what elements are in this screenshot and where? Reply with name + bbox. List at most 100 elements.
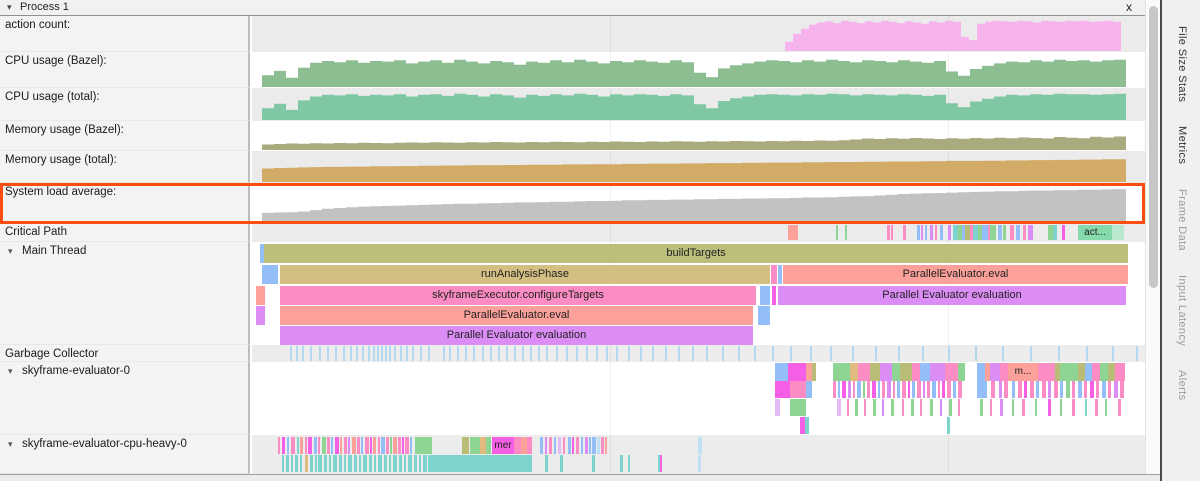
track-cpu_heavy[interactable]: mer: [252, 435, 1145, 474]
track-critical_path[interactable]: act...: [252, 223, 1145, 242]
trace-event-tick: [973, 225, 978, 240]
gc-tick: [302, 346, 304, 361]
trace-event-tick: [597, 437, 600, 454]
gc-tick: [400, 346, 402, 361]
gc-tick: [616, 346, 618, 361]
gc-tick: [576, 346, 578, 361]
event-subrow[interactable]: mer: [252, 437, 1145, 454]
collapse-arrow-icon[interactable]: ▾: [8, 246, 13, 256]
trace-event-bar[interactable]: [260, 244, 264, 263]
mem_bazel-chart[interactable]: [252, 121, 1145, 151]
sys_load-chart[interactable]: [252, 183, 1145, 223]
trace-event-tick: [339, 455, 342, 472]
sidebar-tab-alerts[interactable]: Alerts: [1176, 369, 1188, 401]
trace-event-bar[interactable]: [760, 286, 770, 305]
trace-event-tick: [480, 437, 486, 454]
trace-event-tick: [982, 225, 988, 240]
trace-event-tick: [988, 225, 991, 240]
track-main_thread[interactable]: buildTargets runAnalysisPhase ParallelEval…: [252, 242, 1145, 345]
trace-event-tick: [521, 437, 527, 454]
track-mem_bazel[interactable]: [252, 121, 1145, 151]
trace-event-tick: [295, 455, 298, 472]
collapse-arrow-icon[interactable]: ▾: [8, 439, 13, 449]
trace-event-tick: [833, 381, 836, 398]
row-label-mem_bazel: Memory usage (Bazel):: [0, 121, 250, 151]
close-icon[interactable]: x: [1126, 0, 1132, 14]
trace-event-badge[interactable]: m...: [1008, 363, 1038, 381]
trace-event-tick: [308, 437, 312, 454]
trace-event-bar[interactable]: [778, 265, 782, 284]
cpu_total-chart[interactable]: [252, 88, 1145, 121]
trace-event-bar[interactable]: Parallel Evaluator evaluation: [778, 286, 1126, 305]
vertical-scrollbar-thumb[interactable]: [1149, 6, 1158, 288]
gc-tick: [449, 346, 451, 361]
trace-event-tick: [352, 437, 356, 454]
track-action_count[interactable]: [252, 16, 1145, 52]
action_count-chart[interactable]: [252, 16, 1145, 52]
track-evaluator0[interactable]: m...: [252, 362, 1145, 435]
trace-event-bar[interactable]: [256, 306, 265, 325]
sidebar-tab-frame-data[interactable]: Frame Data: [1176, 188, 1188, 251]
trace-event-bar[interactable]: ParallelEvaluator.eval: [280, 306, 753, 325]
gc-tick: [482, 346, 484, 361]
trace-event-tick: [863, 381, 865, 398]
gc-tick: [335, 346, 337, 361]
cpu_bazel-chart[interactable]: [252, 52, 1145, 88]
trace-event-tick: [990, 399, 992, 416]
trace-event-bar[interactable]: [758, 306, 770, 325]
gc-tick-row[interactable]: [252, 346, 1145, 361]
track-row-cpu_bazel: CPU usage (Bazel):: [0, 52, 1145, 88]
trace-event-tick: [378, 437, 380, 454]
event-subrow[interactable]: [252, 381, 1145, 398]
vertical-scrollbar[interactable]: [1145, 0, 1160, 474]
trace-event-tick: [331, 437, 333, 454]
track-cpu_bazel[interactable]: [252, 52, 1145, 88]
process-collapse-icon[interactable]: ▾: [7, 2, 12, 12]
collapse-arrow-icon[interactable]: ▾: [8, 366, 13, 376]
horizontal-scrollbar[interactable]: [0, 474, 1160, 481]
trace-event-tick: [408, 455, 412, 472]
trace-event-tick: [1060, 381, 1063, 398]
trace-event-tick: [958, 363, 965, 381]
trace-event-bar[interactable]: runAnalysisPhase: [280, 265, 770, 284]
trace-event-tick: [935, 225, 937, 240]
trace-event-bar[interactable]: [256, 286, 265, 305]
trace-event-bar[interactable]: [771, 265, 777, 284]
gc-tick: [506, 346, 508, 361]
mem_total-chart[interactable]: [252, 151, 1145, 183]
gc-tick: [514, 346, 516, 361]
trace-event-tick: [930, 225, 933, 240]
gc-tick: [975, 346, 977, 361]
sidebar-tab-input-latency[interactable]: Input Latency: [1176, 274, 1188, 346]
trace-event-bar[interactable]: skyframeExecutor.configureTargets: [280, 286, 756, 305]
track-row-cpu_total: CPU usage (total):: [0, 88, 1145, 121]
sidebar-tab-metrics[interactable]: Metrics: [1176, 126, 1188, 165]
gridline: [610, 16, 611, 52]
event-subrow[interactable]: [252, 417, 1145, 434]
track-gc[interactable]: [252, 345, 1145, 362]
track-sys_load[interactable]: [252, 183, 1145, 223]
track-cpu_total[interactable]: [252, 88, 1145, 121]
track-mem_total[interactable]: [252, 151, 1145, 183]
trace-event-tick: [540, 437, 543, 454]
trace-event-bar[interactable]: buildTargets: [264, 244, 1128, 263]
event-subrow[interactable]: [252, 455, 1145, 472]
trace-event-tick: [902, 381, 906, 398]
trace-event-bar[interactable]: ParallelEvaluator.eval: [783, 265, 1128, 284]
trace-event-bar[interactable]: Parallel Evaluator evaluation: [280, 326, 753, 345]
event-subrow[interactable]: [252, 399, 1145, 416]
trace-event-badge[interactable]: act...: [1078, 225, 1112, 240]
trace-event-tick: [870, 363, 880, 381]
event-subrow[interactable]: m...: [252, 363, 1145, 381]
trace-event-tick: [790, 381, 806, 398]
sidebar-tab-file-size-stats[interactable]: File Size Stats: [1176, 26, 1188, 103]
trace-event-bar[interactable]: [772, 286, 776, 305]
event-subrow[interactable]: act...: [252, 225, 1145, 240]
trace-event-tick: [381, 437, 385, 454]
trace-event-bar[interactable]: [262, 265, 278, 284]
trace-event-tick: [399, 455, 402, 472]
trace-event-badge[interactable]: mer: [492, 437, 514, 454]
trace-event-tick: [775, 399, 780, 416]
trace-event-tick: [1004, 381, 1008, 398]
trace-event-tick: [977, 363, 985, 381]
